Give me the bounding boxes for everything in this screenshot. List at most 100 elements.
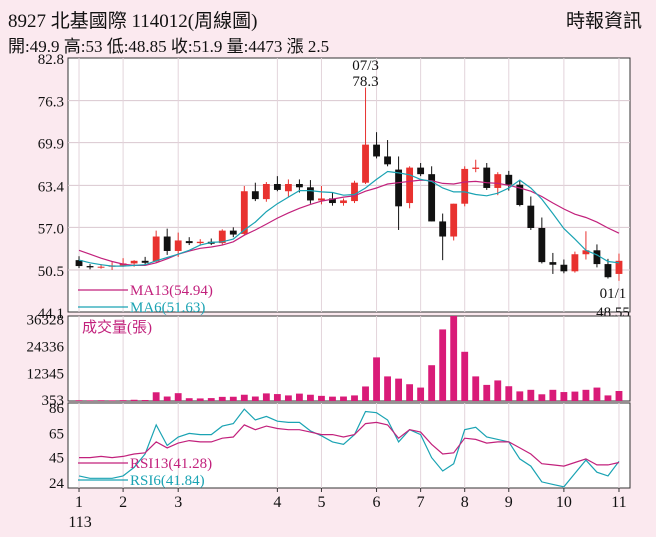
x-tick-label: 9 (505, 494, 513, 511)
volume-bar (516, 391, 524, 401)
volume-bar (86, 400, 94, 401)
volume-bar (450, 316, 458, 401)
candle-body (284, 184, 292, 192)
volume-bar (593, 387, 601, 401)
volume-title: 成交量(張) (82, 318, 152, 336)
rsi-legend-label: RSI13(41.28) (130, 456, 212, 472)
volume-bar (119, 400, 127, 401)
candle-body (130, 260, 138, 264)
candle-body (483, 167, 491, 188)
candle-body (273, 184, 281, 190)
candle-body (373, 144, 380, 157)
x-tick-label: 11 (611, 494, 626, 511)
price-tick-label: 69.9 (38, 137, 64, 153)
candle-body (417, 167, 425, 175)
price-tick-label: 63.4 (38, 179, 65, 195)
candle-body (582, 250, 590, 255)
candle-body (196, 241, 204, 244)
x-tick-label: 7 (417, 494, 425, 511)
volume-bar (384, 376, 391, 401)
volume-bar (251, 396, 259, 401)
x-tick-label: 8 (461, 494, 469, 511)
candle-body (97, 266, 105, 268)
x-tick-label: 10 (556, 494, 572, 511)
candle-body (163, 236, 171, 251)
candle-body (593, 250, 601, 265)
candle-body (494, 174, 502, 188)
volume-bar (527, 389, 535, 401)
volume-bar (196, 398, 204, 401)
candle-body (262, 184, 270, 200)
volume-bar (185, 398, 193, 401)
rsi13-line (79, 421, 620, 467)
volume-bar (373, 357, 380, 401)
candle-body (152, 236, 160, 262)
rsi-tick-label: 86 (49, 401, 65, 417)
price-tick-label: 82.8 (38, 52, 64, 68)
volume-bar (229, 396, 237, 401)
volume-bar (505, 386, 513, 401)
volume-bar (604, 395, 612, 401)
volume-bar (108, 400, 116, 401)
volume-tick-label: 353 (42, 393, 65, 409)
candle-body (472, 167, 480, 169)
volume-bar (571, 391, 579, 401)
candle-body (340, 200, 347, 204)
volume-bar (483, 384, 491, 401)
volume-bar (295, 393, 303, 401)
volume-bar (560, 392, 568, 401)
candle-body (251, 191, 259, 200)
candle-body (439, 221, 447, 237)
volume-bar (417, 387, 425, 401)
volume-bar (329, 396, 336, 401)
candle-body (75, 260, 83, 267)
volume-bar (439, 329, 447, 401)
candle-body (571, 254, 579, 272)
x-tick-label: 3 (174, 494, 182, 511)
volume-bar (428, 365, 436, 401)
volume-bar (582, 389, 590, 401)
price-tick-label: 50.5 (38, 264, 64, 280)
x-tick-label: 5 (317, 494, 325, 511)
x-tick-label: 1 (75, 494, 83, 511)
ma13-line (78, 179, 620, 266)
candle-body (329, 198, 336, 204)
candle-body (406, 167, 414, 204)
volume-panel (67, 315, 631, 402)
x-tick-label: 4 (273, 494, 281, 511)
candle-body (615, 260, 623, 274)
volume-bar (472, 376, 480, 401)
low-date-label: 01/1 (600, 286, 627, 302)
volume-bar (218, 396, 226, 401)
volume-bar (262, 393, 270, 401)
volume-bar (130, 399, 138, 401)
volume-bar (406, 384, 414, 401)
candle-body (229, 230, 237, 235)
price-tick-label: 44.1 (38, 306, 64, 322)
volume-bar (174, 393, 182, 401)
candle-body (218, 230, 226, 244)
volume-bar (494, 380, 502, 401)
x-tick-label: 2 (119, 494, 127, 511)
volume-bar (152, 392, 160, 401)
candle-body (185, 241, 193, 244)
high-value-label: 78.3 (352, 74, 378, 90)
volume-bar (615, 390, 623, 401)
volume-bar (395, 378, 403, 401)
volume-tick-label: 12345 (27, 366, 65, 382)
candle-body (240, 191, 248, 234)
volume-bar (549, 389, 557, 401)
candle-body (560, 264, 568, 272)
rsi-tick-label: 65 (49, 426, 64, 442)
ma6-line (78, 170, 620, 267)
volume-bar (340, 396, 347, 401)
x-tick-label: 6 (373, 494, 381, 511)
volume-bar (240, 394, 248, 401)
volume-bar (284, 395, 292, 401)
candle-body (141, 260, 149, 263)
candle-body (307, 187, 314, 201)
volume-bar (97, 400, 105, 401)
volume-bar (273, 394, 281, 401)
rsi-legend-label: RSI6(41.84) (130, 473, 205, 489)
